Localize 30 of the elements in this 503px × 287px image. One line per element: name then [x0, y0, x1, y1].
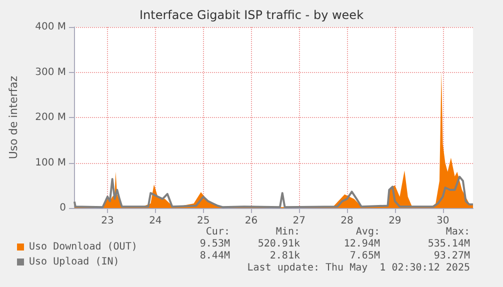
y-axis-title: Uso de interfaz — [7, 76, 20, 160]
x-tick-label: 28 — [340, 216, 354, 226]
x-tick-label: 30 — [436, 216, 450, 226]
y-tick-label: 400 M — [35, 22, 66, 32]
text: Cur: — [206, 226, 230, 238]
y-tick-label: 0 — [60, 202, 66, 214]
x-tick-label: 27 — [292, 216, 306, 226]
text: 93.27M — [434, 250, 470, 262]
text: Min: — [276, 226, 300, 238]
x-tick-label: 26 — [244, 216, 258, 226]
legend-label: Uso Download (OUT) — [29, 242, 138, 252]
text: Last update: Thu May 1 02:30:12 2025 — [247, 262, 470, 274]
y-tick-label: 200 M — [35, 112, 66, 123]
text: Max: — [446, 226, 470, 238]
text: 520.91k — [258, 238, 300, 250]
x-tick-label: 25 — [196, 216, 210, 226]
legend-label: Uso Upload (IN) — [29, 256, 120, 268]
chart-title: Interface Gigabit ISP traffic - by week — [139, 8, 364, 22]
text: 7.65M — [350, 250, 380, 262]
text: 12.94M — [344, 238, 380, 250]
y-tick-label: 100 M — [35, 157, 66, 168]
text: 9.53M — [200, 238, 230, 250]
text: 535.14M — [428, 238, 470, 250]
text: 2.81k — [270, 250, 300, 262]
x-tick-label: 23 — [101, 216, 114, 226]
x-tick-label: 24 — [149, 216, 162, 226]
y-tick-label: 300 M — [35, 66, 66, 78]
text: Avg: — [356, 226, 380, 238]
text: 8.44M — [200, 250, 230, 262]
x-tick-label: 29 — [388, 216, 402, 226]
